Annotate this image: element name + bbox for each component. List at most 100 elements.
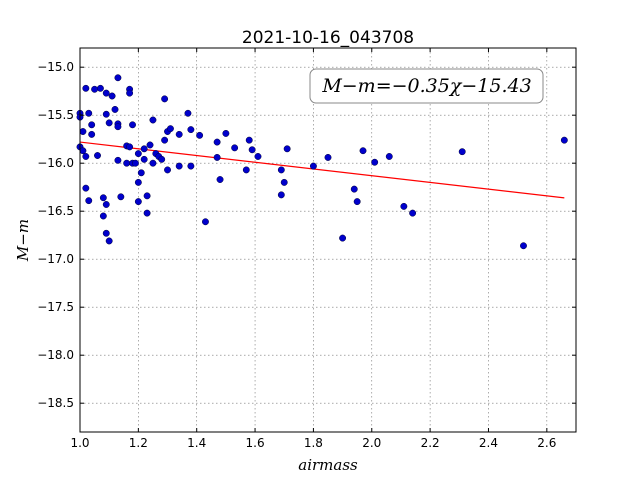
data-point <box>277 166 285 174</box>
data-point <box>409 209 417 217</box>
data-point <box>560 136 568 144</box>
y-tick-label: −18.0 <box>37 348 74 362</box>
x-tick-label: 2.4 <box>479 436 498 450</box>
data-point <box>140 145 148 153</box>
data-point <box>175 130 183 138</box>
data-point <box>187 162 195 170</box>
grid-lines <box>79 48 576 432</box>
data-point <box>216 176 224 183</box>
data-point <box>371 158 379 166</box>
data-point <box>280 178 288 186</box>
data-point <box>134 150 142 158</box>
data-point <box>82 184 90 192</box>
data-point <box>175 162 183 170</box>
equation-text: M−m=−0.35χ−15.43 <box>321 75 531 97</box>
data-point <box>123 159 131 167</box>
data-point <box>277 191 285 199</box>
data-point <box>102 201 110 208</box>
data-point <box>102 110 110 118</box>
data-point <box>134 198 142 206</box>
data-point <box>117 193 125 201</box>
data-point <box>202 218 209 226</box>
data-point <box>114 74 122 82</box>
x-tick-label: 1.4 <box>187 436 206 450</box>
data-point <box>283 145 291 153</box>
data-point <box>88 121 96 129</box>
data-point <box>99 212 107 220</box>
y-tick-label: −16.0 <box>37 156 74 170</box>
y-axis-label: M−m <box>14 219 32 262</box>
data-point <box>114 156 122 164</box>
data-point <box>140 155 148 163</box>
data-point <box>131 159 139 167</box>
data-point <box>242 166 250 174</box>
data-point <box>108 92 116 100</box>
chart-title: 2021-10-16_043708 <box>242 28 414 48</box>
data-point <box>126 143 134 151</box>
data-point <box>245 136 253 144</box>
y-tick-label: −18.5 <box>37 396 74 410</box>
data-point <box>143 209 151 217</box>
x-axis-label: airmass <box>298 456 358 474</box>
y-tick-label: −17.5 <box>37 300 74 314</box>
data-point <box>458 148 466 156</box>
y-tick-label: −16.5 <box>37 204 74 218</box>
y-axis-ticks: −15.0 −15.5 −16.0 −16.5 −17.0 −17.5 −18.0 −18.5 <box>37 60 576 410</box>
fit-line-group <box>79 141 565 199</box>
data-point <box>385 153 393 160</box>
data-point <box>400 202 408 210</box>
data-point <box>350 185 358 193</box>
data-point <box>79 147 87 155</box>
data-point <box>324 153 332 161</box>
data-point <box>149 159 157 167</box>
data-point <box>248 146 256 154</box>
data-point <box>94 152 101 159</box>
y-tick-label: −17.0 <box>37 252 74 266</box>
data-point <box>105 119 113 127</box>
data-point <box>114 123 122 131</box>
data-point <box>149 116 157 124</box>
data-point <box>196 131 204 139</box>
x-axis-ticks: 1.0 1.2 1.4 1.6 1.8 2.0 2.2 2.4 2.6 <box>70 48 556 450</box>
data-point <box>164 166 171 174</box>
data-point <box>111 105 119 113</box>
x-tick-label: 2.6 <box>537 436 556 450</box>
data-point <box>96 84 104 92</box>
data-point <box>82 153 90 160</box>
data-point <box>137 169 145 177</box>
data-point <box>161 136 169 144</box>
data-point <box>158 155 166 163</box>
equation-annotation: M−m=−0.35χ−15.43 <box>309 68 544 104</box>
y-tick-label: −15.0 <box>37 60 74 74</box>
data-point <box>222 129 230 137</box>
data-point <box>187 126 195 134</box>
data-point <box>79 128 87 135</box>
x-tick-label: 2.0 <box>362 436 381 450</box>
data-point <box>309 162 317 170</box>
data-point <box>134 178 142 186</box>
data-point <box>339 234 347 242</box>
x-tick-label: 1.2 <box>129 436 148 450</box>
fit-line <box>79 141 565 199</box>
data-point <box>102 89 110 97</box>
data-point <box>359 147 367 155</box>
data-point <box>129 121 136 129</box>
data-point <box>143 192 151 200</box>
data-point <box>91 85 99 93</box>
x-tick-label: 1.6 <box>246 436 265 450</box>
data-point <box>213 153 221 161</box>
x-tick-label: 2.2 <box>421 436 440 450</box>
equation-box <box>309 68 544 104</box>
data-point <box>146 141 154 149</box>
data-point <box>85 197 93 205</box>
data-point <box>184 109 192 117</box>
x-tick-label: 1.0 <box>70 436 89 450</box>
data-point <box>353 198 361 206</box>
data-point <box>213 138 221 146</box>
data-point <box>105 237 113 245</box>
data-point <box>85 109 93 117</box>
data-point <box>254 153 262 160</box>
data-point <box>126 89 134 97</box>
plot-frame <box>79 47 577 433</box>
